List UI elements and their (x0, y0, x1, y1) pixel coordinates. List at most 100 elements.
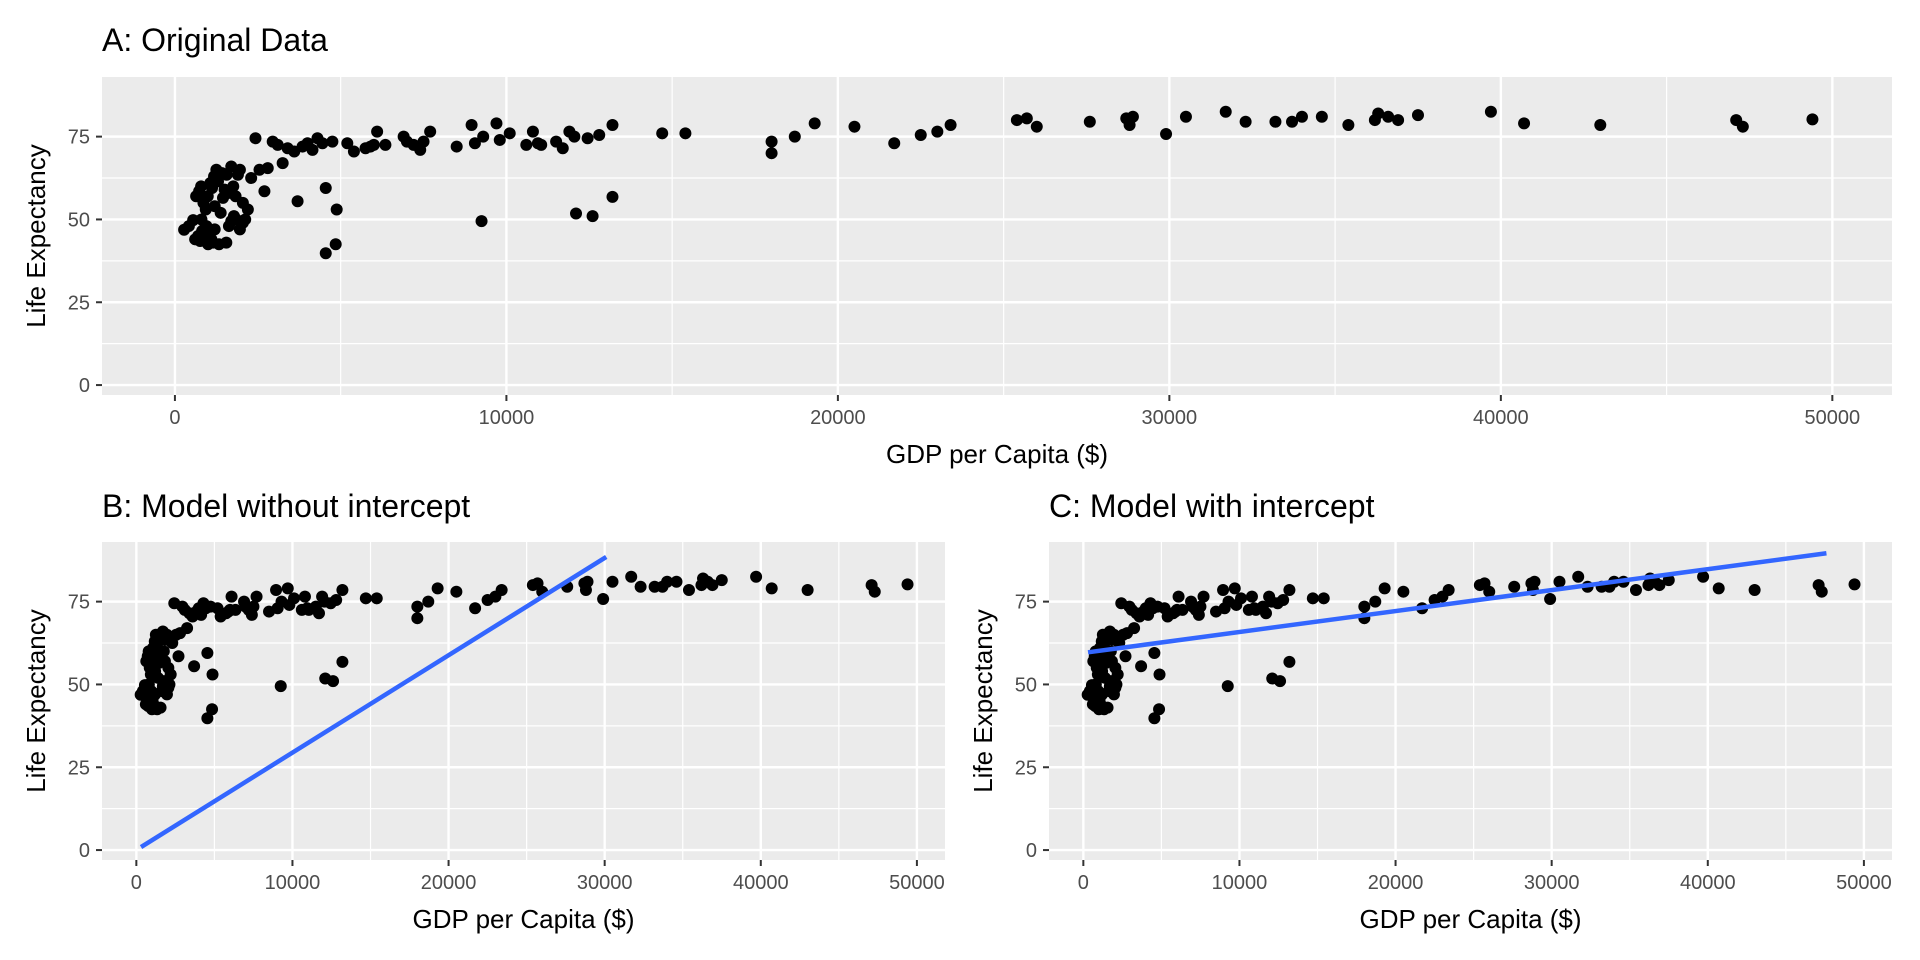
x-tick-label: 20000 (1368, 872, 1424, 894)
data-point (570, 207, 583, 220)
data-point (330, 203, 343, 216)
data-point (1274, 675, 1287, 688)
data-point (1197, 590, 1210, 603)
data-point (1342, 119, 1355, 132)
data-point (291, 195, 304, 208)
data-point (1228, 582, 1241, 595)
data-point (1119, 650, 1132, 663)
data-point (1160, 127, 1173, 140)
data-point (1806, 113, 1819, 126)
y-tick-label: 50 (68, 674, 90, 696)
data-point (715, 574, 728, 587)
y-axis-title: Life Expectancy (21, 144, 51, 328)
data-point (1259, 607, 1272, 620)
data-point (1315, 110, 1328, 123)
data-point (788, 130, 801, 143)
x-tick-label: 30000 (1524, 872, 1580, 894)
data-point (450, 140, 463, 153)
data-point (261, 162, 274, 175)
data-point (1089, 678, 1102, 691)
data-point (274, 680, 287, 693)
regression-line (139, 554, 608, 849)
data-point (535, 138, 548, 151)
data-point (1239, 115, 1252, 128)
data-point (495, 584, 508, 597)
data-point (1128, 622, 1141, 635)
data-point (1179, 110, 1192, 123)
data-point (1099, 632, 1112, 645)
data-point (568, 130, 581, 143)
y-axis-title: Life Expectancy (968, 609, 998, 793)
data-point (1397, 585, 1410, 598)
data-point (247, 600, 260, 613)
data-point (270, 584, 283, 597)
data-point (1369, 595, 1382, 608)
data-point (1295, 110, 1308, 123)
data-point (765, 147, 778, 160)
data-point (336, 584, 349, 597)
data-point (1736, 120, 1749, 133)
data-point (1483, 585, 1496, 598)
data-point (1442, 584, 1455, 597)
x-tick-label: 40000 (1680, 872, 1736, 894)
data-point (1553, 575, 1566, 588)
data-point (195, 213, 208, 226)
x-axis-title: GDP per Capita ($) (412, 904, 634, 934)
data-point (229, 603, 242, 616)
data-point (1221, 680, 1234, 693)
plot-panel (102, 77, 1892, 395)
x-tick-label: 40000 (733, 872, 789, 894)
data-point (1411, 109, 1424, 122)
data-point (330, 593, 343, 606)
data-point (661, 575, 674, 588)
data-point (1135, 660, 1148, 673)
data-point (1372, 107, 1385, 120)
plot-panel (1049, 542, 1892, 860)
data-point (319, 247, 332, 260)
x-tick-label: 10000 (265, 872, 321, 894)
data-point (750, 570, 763, 583)
data-point (1594, 119, 1607, 132)
data-point (298, 590, 311, 603)
data-point (1306, 592, 1319, 605)
data-point (371, 125, 384, 138)
data-point (606, 190, 619, 203)
data-point (1662, 574, 1675, 587)
data-point (271, 138, 284, 151)
data-point (1148, 712, 1161, 725)
data-point (162, 681, 175, 694)
data-point (1283, 655, 1296, 668)
x-tick-label: 30000 (1142, 407, 1198, 429)
x-tick-label: 40000 (1473, 407, 1529, 429)
data-point (1277, 593, 1290, 606)
data-point (306, 143, 319, 156)
data-point (606, 575, 619, 588)
data-point (1358, 600, 1371, 613)
panel-a-title: A: Original Data (102, 22, 328, 58)
data-point (1748, 584, 1761, 597)
y-axis-title: Life Expectancy (21, 609, 51, 793)
data-point (201, 712, 214, 725)
data-point (236, 216, 249, 229)
chart-a: 0 10000 20000 30000 40000 50000 0 25 50 75 GDP per… (21, 77, 1892, 469)
data-point (581, 132, 594, 145)
y-tick-label: 50 (1015, 674, 1037, 696)
data-point (1148, 646, 1161, 659)
data-point (1848, 578, 1861, 591)
y-tick-label: 75 (68, 127, 90, 149)
data-point (424, 125, 437, 138)
data-point (1219, 105, 1232, 118)
data-point (1153, 668, 1166, 681)
data-point (1153, 703, 1166, 716)
data-point (586, 210, 599, 223)
y-tick-label: 75 (1015, 592, 1037, 614)
data-point (233, 163, 246, 176)
data-point (593, 128, 606, 141)
data-point (241, 203, 254, 216)
data-point (469, 602, 482, 615)
data-point (347, 145, 360, 158)
data-point (465, 119, 478, 132)
data-point (1101, 701, 1114, 714)
data-point (493, 133, 506, 146)
data-point (1697, 570, 1710, 583)
